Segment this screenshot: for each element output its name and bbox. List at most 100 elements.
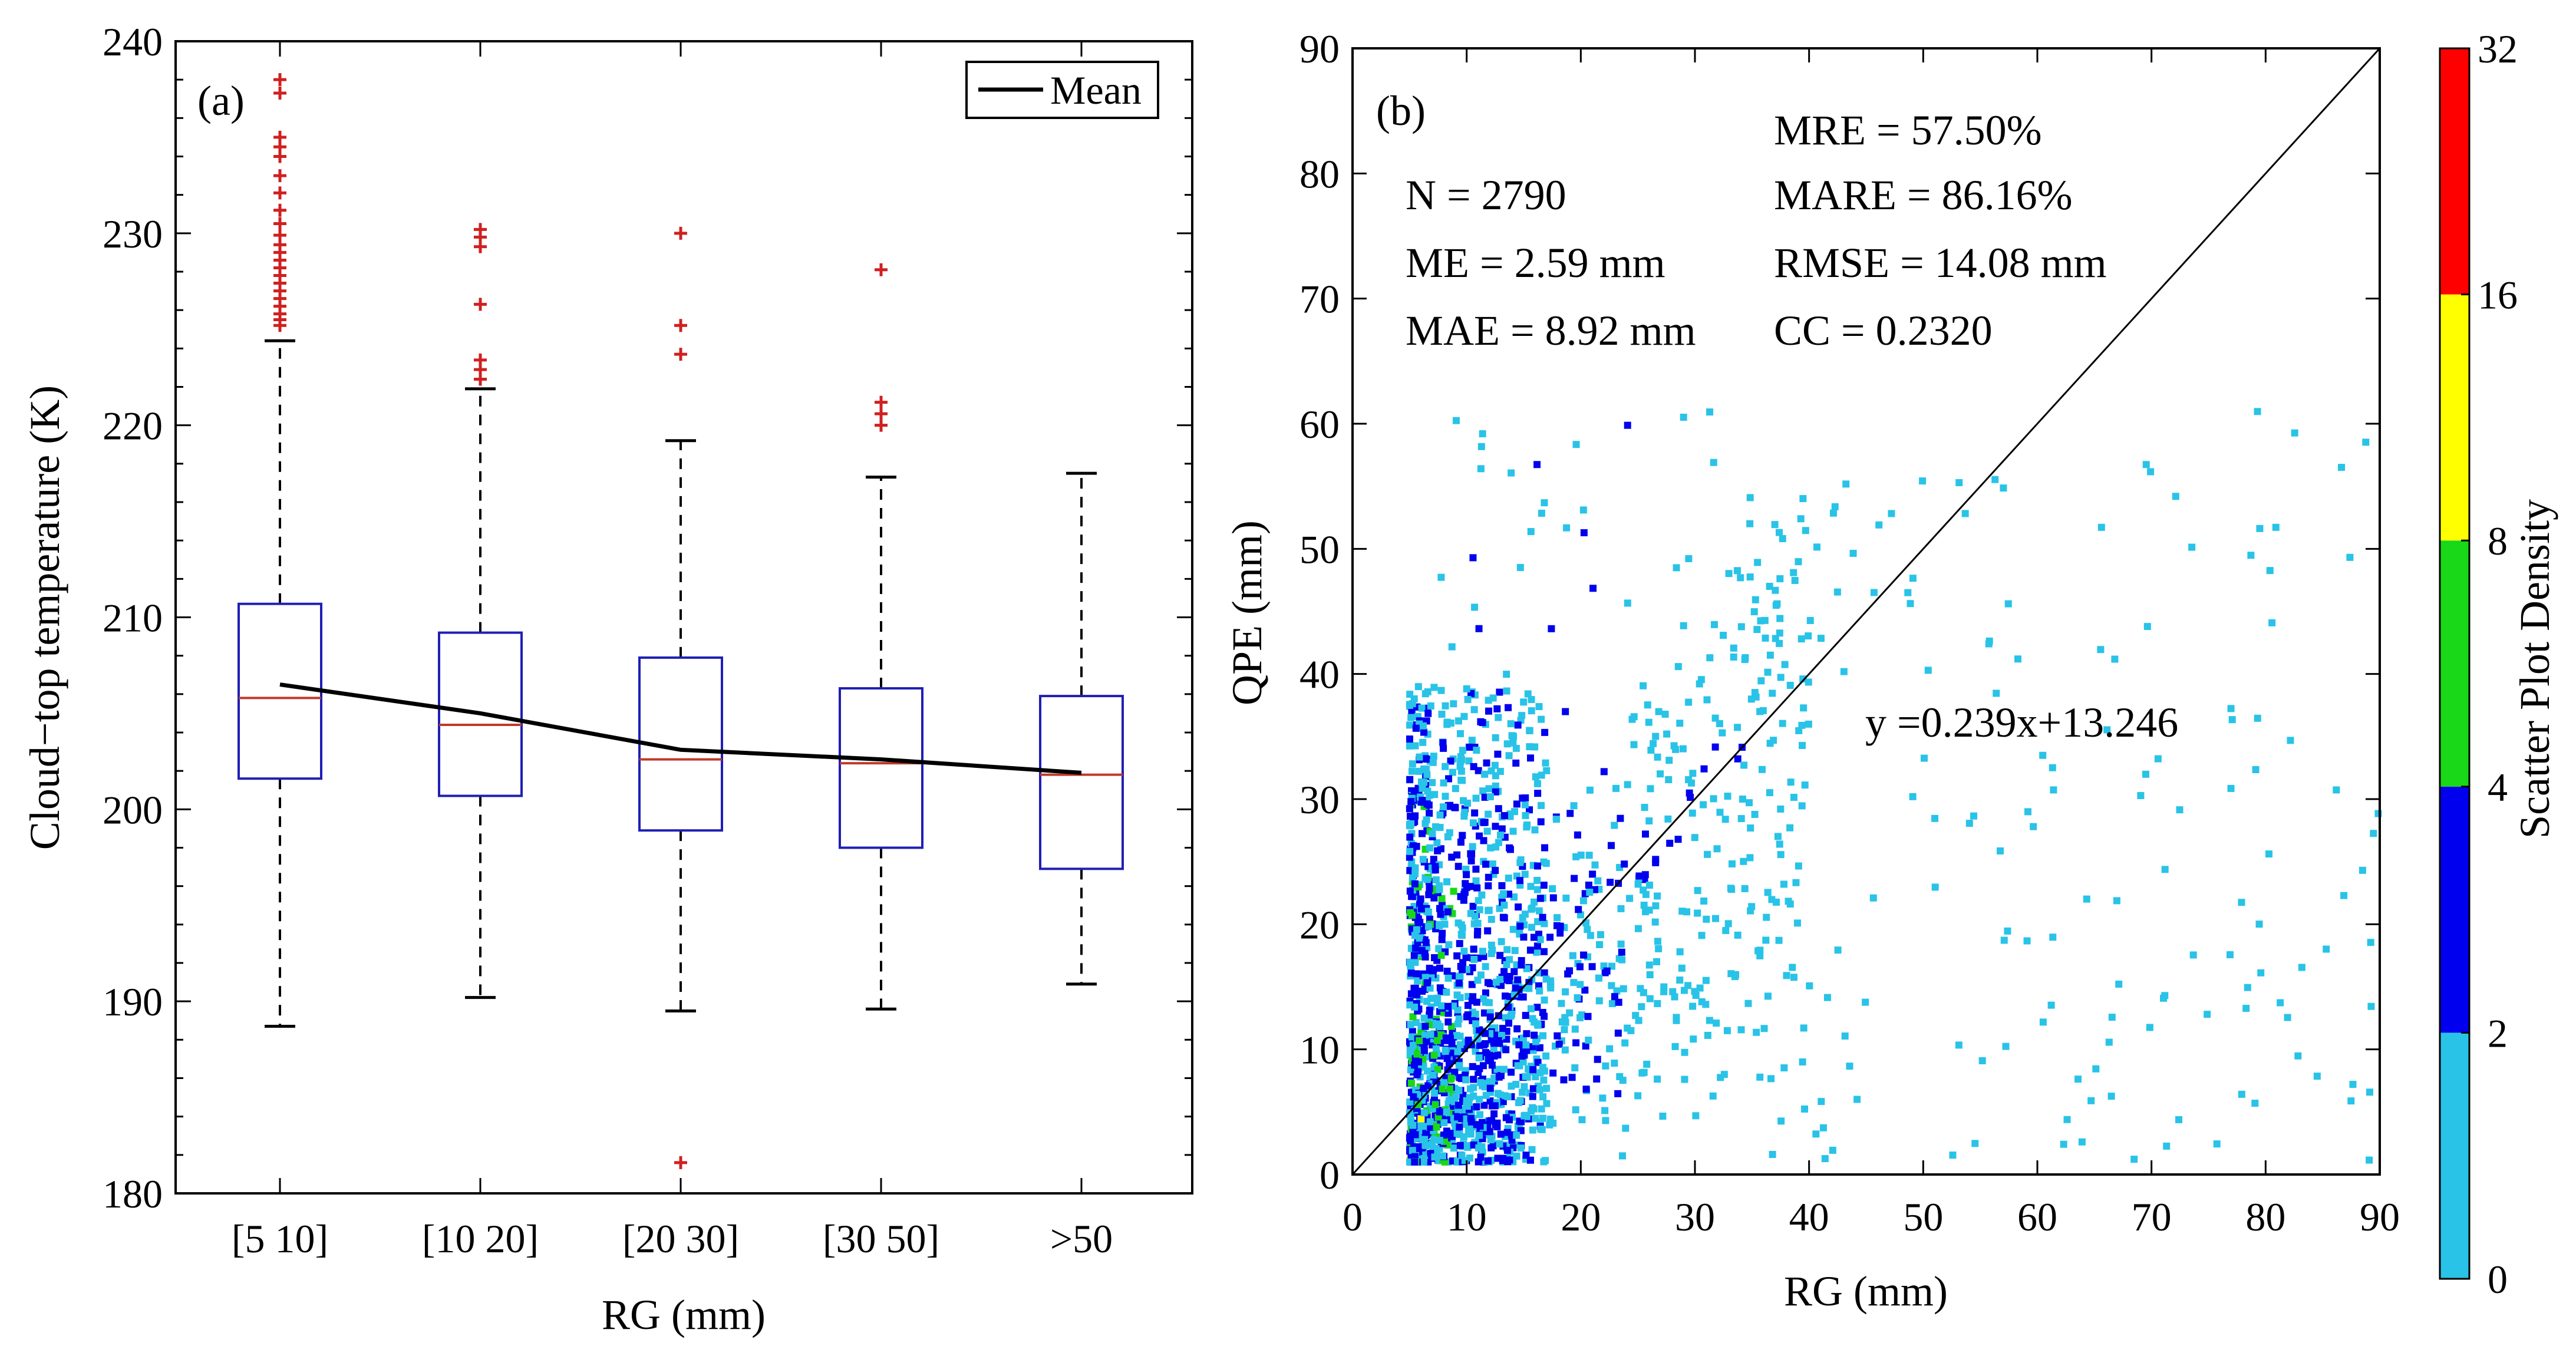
scatter-point: [1487, 941, 1495, 949]
scatter-point: [1493, 1119, 1501, 1127]
scatter-point: [1920, 754, 1928, 762]
scatter-point: [1725, 570, 1733, 578]
scatter-point: [2092, 1065, 2100, 1073]
scatter-point: [1680, 414, 1687, 421]
scatter-point: [1470, 706, 1478, 714]
scatter-point: [1586, 786, 1594, 794]
scatter-point: [1819, 1124, 1827, 1131]
scatter-point: [1634, 1092, 1642, 1100]
scatter-point: [1931, 883, 1939, 891]
scatter-point: [2060, 1140, 2067, 1148]
scatter-point: [2189, 951, 2197, 959]
scatter-point: [2014, 655, 2021, 663]
scatter-point: [2238, 1090, 2245, 1098]
scatter-point: [2291, 429, 2298, 437]
scatter-point: [1420, 1085, 1427, 1093]
scatter-point: [1654, 938, 1661, 945]
scatter-point: [1427, 702, 1434, 710]
colorbar-segment: [2440, 1032, 2469, 1279]
scatter-point: [1795, 558, 1802, 566]
scatter-point: [1704, 850, 1711, 858]
x-tick-label: 80: [2245, 1195, 2285, 1239]
scatter-point: [2154, 755, 2162, 763]
scatter-point: [1709, 1092, 1717, 1100]
scatter-point: [1531, 826, 1539, 834]
scatter-point: [1427, 1031, 1434, 1038]
scatter-point: [1521, 801, 1529, 809]
scatter-point: [1492, 867, 1499, 875]
scatter-point: [1411, 1003, 1419, 1011]
scatter-point: [1443, 1108, 1450, 1116]
scatter-point: [1654, 753, 1661, 761]
scatter-point: [1746, 854, 1754, 862]
scatter-point: [1425, 801, 1433, 809]
scatter-point: [1801, 1105, 1809, 1113]
scatter-point: [1495, 714, 1502, 721]
scatter-point: [1791, 576, 1799, 584]
scatter-point: [1481, 793, 1489, 801]
colorbar: 0 2 4 8 16 32 Scatter Plot Density: [2439, 27, 2558, 1302]
scatter-point: [2333, 786, 2340, 794]
scatter-point: [1409, 760, 1416, 768]
scatter-point: [1473, 884, 1481, 892]
scatter-point: [1525, 985, 1533, 992]
scatter-point: [2268, 619, 2276, 626]
scatter-point: [1961, 510, 1969, 517]
scatter-point: [1513, 1131, 1520, 1139]
scatter-point: [1671, 993, 1678, 1001]
scatter-point: [1471, 912, 1479, 920]
scatter-point: [1416, 753, 1423, 761]
scatter-point: [1723, 1027, 1731, 1034]
scatter-point: [1445, 941, 1453, 949]
scatter-point: [1406, 721, 1414, 729]
scatter-point: [1694, 887, 1701, 895]
scatter-point: [1829, 1146, 1836, 1154]
scatter-point: [2161, 866, 2169, 873]
scatter-point: [2254, 714, 2261, 722]
scatter-point: [1536, 936, 1544, 943]
scatter-point: [1460, 948, 1468, 955]
stat-mare: MARE = 86.16%: [1774, 171, 2073, 219]
scatter-point: [1500, 968, 1508, 975]
scatter-point: [1482, 963, 1489, 971]
scatter-point: [2143, 623, 2151, 631]
scatter-point: [1505, 704, 1512, 711]
scatter-point: [1654, 1075, 1661, 1083]
scatter-point: [1411, 1061, 1419, 1069]
scatter-point: [1541, 728, 1549, 736]
scatter-point: [1747, 695, 1755, 703]
scatter-point: [1474, 976, 1482, 984]
scatter-point: [1542, 975, 1550, 983]
scatter-point: [1511, 946, 1519, 954]
scatter-point: [1646, 971, 1654, 979]
scatter-point: [1654, 1000, 1661, 1008]
scatter-point: [1522, 811, 1529, 819]
scatter-point: [1426, 844, 1434, 852]
scatter-point: [1540, 1076, 1548, 1084]
scatter-point: [1433, 839, 1441, 847]
scatter-point: [1459, 832, 1466, 839]
scatter-point: [1777, 1117, 1785, 1125]
scatter-point: [1528, 923, 1535, 931]
scatter-point: [1706, 1017, 1713, 1024]
scatter-point: [1442, 1048, 1449, 1055]
scatter-point: [1570, 979, 1578, 987]
scatter-point: [1465, 1127, 1473, 1135]
scatter-point: [1436, 1137, 1443, 1144]
scatter-point: [1624, 421, 1631, 429]
outlier-marker: [875, 263, 888, 276]
scatter-point: [1679, 745, 1687, 753]
scatter-point: [1442, 763, 1449, 770]
scatter-point: [1496, 688, 1503, 696]
scatter-point: [1572, 1039, 1580, 1047]
scatter-point: [1484, 927, 1492, 935]
scatter-point: [1538, 715, 1545, 723]
scatter-point: [1651, 918, 1659, 926]
scatter-point: [1664, 815, 1672, 823]
scatter-point: [1626, 895, 1634, 902]
scatter-point: [2063, 1116, 2071, 1123]
scatter-point: [1444, 833, 1452, 841]
scatter-point: [1684, 982, 1692, 989]
scatter-point: [1529, 1126, 1536, 1134]
scatter-point: [1799, 1058, 1806, 1066]
